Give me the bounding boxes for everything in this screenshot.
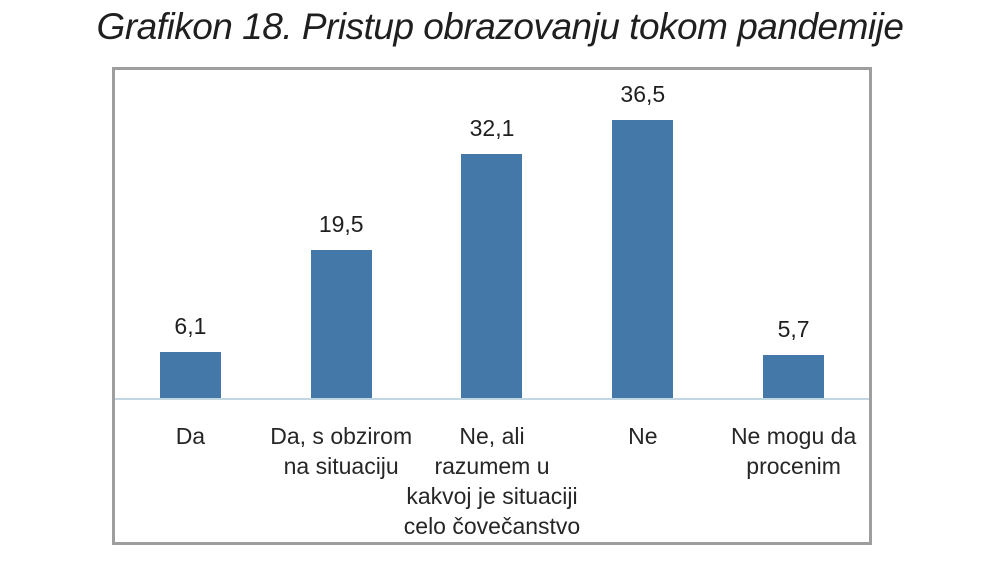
bar xyxy=(461,154,523,398)
category-label: Ne mogu da procenim xyxy=(730,423,857,479)
bar-group: 32,1 xyxy=(417,115,568,398)
x-axis-labels: Da Da, s obzirom na situaciju Ne, ali razu… xyxy=(115,400,869,542)
bar-group: 6,1 xyxy=(115,313,266,398)
chart-title: Grafikon 18. Pristup obrazovanju tokom p… xyxy=(96,6,904,47)
bar-value-label: 5,7 xyxy=(777,316,810,342)
category-label: Ne, ali razumem u kakvoj je situaciji ce… xyxy=(403,423,581,539)
bar-value-label: 6,1 xyxy=(174,313,207,339)
plot-area: 6,1 19,5 32,1 36,5 5,7 xyxy=(115,70,869,400)
x-axis-line xyxy=(115,398,869,400)
bar-value-label: 19,5 xyxy=(318,211,364,237)
bar xyxy=(612,120,674,398)
bar-group: 5,7 xyxy=(718,316,869,398)
category-label: Da, s obzirom na situaciju xyxy=(270,423,413,479)
category-label: Da xyxy=(175,423,206,449)
chart-frame: 6,1 19,5 32,1 36,5 5,7 Da Da, s obzirom na si… xyxy=(112,67,872,545)
bar xyxy=(159,352,221,398)
bar-value-label: 32,1 xyxy=(469,115,515,141)
bar-group: 19,5 xyxy=(266,211,417,398)
bar-value-label: 36,5 xyxy=(620,81,666,107)
bar xyxy=(310,250,372,398)
bar xyxy=(763,355,825,398)
category-label: Ne xyxy=(628,423,658,449)
bar-group: 36,5 xyxy=(567,81,718,398)
